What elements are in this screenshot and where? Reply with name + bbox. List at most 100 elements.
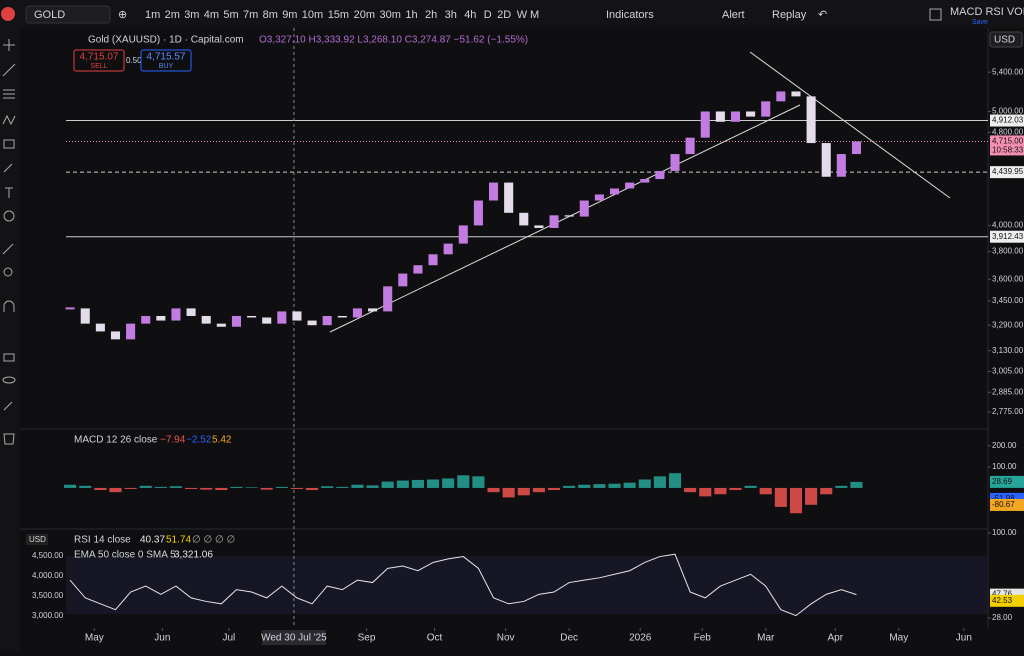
histogram-bar xyxy=(169,486,183,488)
sell-price[interactable]: 4,715.07 xyxy=(80,52,119,63)
interval[interactable]: 1m xyxy=(145,9,160,21)
currency[interactable]: USD xyxy=(994,35,1015,46)
histogram-bar xyxy=(200,487,213,490)
histogram-bar xyxy=(699,487,712,497)
icon-tool[interactable] xyxy=(3,210,15,222)
interval[interactable]: 10m xyxy=(302,9,323,21)
pattern-tool[interactable] xyxy=(2,114,16,126)
replay[interactable]: Replay xyxy=(772,9,807,21)
indicator-value: 40.37 xyxy=(140,535,165,546)
interval[interactable]: 30m xyxy=(380,9,401,21)
buy-price[interactable]: 4,715.57 xyxy=(147,52,186,63)
candle xyxy=(80,308,90,324)
fib-tool[interactable] xyxy=(3,89,15,99)
candle xyxy=(579,200,589,217)
interval[interactable]: 9m xyxy=(282,9,297,21)
histogram-bar xyxy=(502,487,515,498)
left-toolbar xyxy=(0,28,20,651)
trend-line xyxy=(749,51,951,199)
indicators[interactable]: Indicators xyxy=(606,9,654,21)
interval[interactable]: 4h xyxy=(464,9,476,21)
interval[interactable]: 7m xyxy=(243,9,258,21)
ruler-tool[interactable] xyxy=(2,243,14,255)
buy-label[interactable]: BUY xyxy=(159,63,174,70)
interval[interactable]: 2D xyxy=(497,9,511,21)
eye-tool[interactable] xyxy=(2,376,16,384)
candle xyxy=(383,286,393,312)
layout-name[interactable]: MACD RSI VOL xyxy=(950,6,1024,18)
crosshair-tool[interactable] xyxy=(3,39,15,51)
histogram-bar xyxy=(532,487,545,493)
histogram-bar xyxy=(487,487,500,493)
rsi-line xyxy=(69,553,857,617)
interval[interactable]: 2h xyxy=(425,9,437,21)
ohlc: O3,327.10 H3,333.92 L3,268.10 C3,274.87 … xyxy=(259,35,528,46)
price-label: 5,000.00 xyxy=(992,107,1024,116)
trash-tool[interactable] xyxy=(3,433,15,445)
indicator-value: ∅ ∅ ∅ ∅ xyxy=(192,535,235,546)
candle xyxy=(413,265,423,274)
interval[interactable]: 2m xyxy=(165,9,180,21)
histogram-bar xyxy=(457,475,470,488)
brush-tool[interactable] xyxy=(3,163,13,173)
candle xyxy=(761,101,771,117)
interval[interactable]: 8m xyxy=(263,9,278,21)
link-tool[interactable] xyxy=(3,401,13,411)
countdown: 10:58:33 xyxy=(992,146,1024,155)
symbol[interactable]: GOLD xyxy=(34,9,65,21)
candle xyxy=(231,315,241,327)
interval[interactable]: M xyxy=(530,9,539,21)
candle xyxy=(95,323,105,332)
histogram-bar xyxy=(835,485,848,488)
trend-line xyxy=(329,104,801,333)
buy-button[interactable] xyxy=(140,49,192,72)
price-line-label: 3,912.43 xyxy=(992,232,1024,241)
undo[interactable]: ↶ xyxy=(818,9,827,21)
interval[interactable]: 5m xyxy=(223,9,238,21)
price-line-label: 4,439.95 xyxy=(992,167,1024,176)
lock-tool[interactable] xyxy=(3,353,15,362)
time-label: Nov xyxy=(497,633,515,644)
histogram-bar xyxy=(124,487,137,489)
trend-tool[interactable] xyxy=(2,63,16,77)
interval[interactable]: 4m xyxy=(204,9,219,21)
symbol-box[interactable] xyxy=(25,5,111,24)
interval[interactable]: 20m xyxy=(354,9,375,21)
interval[interactable]: 15m xyxy=(328,9,349,21)
intervals: 1m 2m 3m 4m 5m 7m 8m 9m 10m 15m 20m 30m 1h 2h 3h 4h D 2D W… xyxy=(145,9,539,21)
logo[interactable] xyxy=(1,7,15,21)
candle xyxy=(65,307,75,310)
candle xyxy=(730,111,741,122)
candle xyxy=(247,315,257,318)
histogram-bar xyxy=(623,482,636,488)
price-label: 3,290.00 xyxy=(992,320,1024,329)
alert[interactable]: Alert xyxy=(722,9,745,21)
add-symbol[interactable]: ⊕ xyxy=(118,9,127,21)
candle xyxy=(836,154,846,177)
currency-box[interactable] xyxy=(989,31,1023,48)
interval[interactable]: D xyxy=(484,9,492,21)
interval[interactable]: 1h xyxy=(405,9,417,21)
magnet-tool[interactable] xyxy=(3,300,15,312)
candle xyxy=(489,182,499,201)
histogram-bar xyxy=(260,487,273,490)
macd-axis-label: 200.00 xyxy=(992,441,1017,450)
projection-tool[interactable] xyxy=(3,139,15,149)
save[interactable]: Save xyxy=(972,19,988,26)
price-label: 4,800.00 xyxy=(992,127,1024,136)
indicator-value: −2.52 xyxy=(186,435,212,446)
layout-icon[interactable] xyxy=(929,8,942,21)
left-toolbar-bg xyxy=(0,28,20,651)
histogram-bar xyxy=(336,486,349,488)
candle xyxy=(776,91,786,102)
interval[interactable]: 3h xyxy=(445,9,457,21)
interval[interactable]: W xyxy=(517,9,528,21)
text-tool[interactable] xyxy=(5,187,13,198)
interval[interactable]: 3m xyxy=(184,9,199,21)
sell-button[interactable] xyxy=(73,49,125,72)
histogram-bar xyxy=(653,476,666,488)
sell-label[interactable]: SELL xyxy=(90,63,107,70)
zoom-tool[interactable] xyxy=(3,267,13,277)
time-label: Apr xyxy=(828,633,844,644)
